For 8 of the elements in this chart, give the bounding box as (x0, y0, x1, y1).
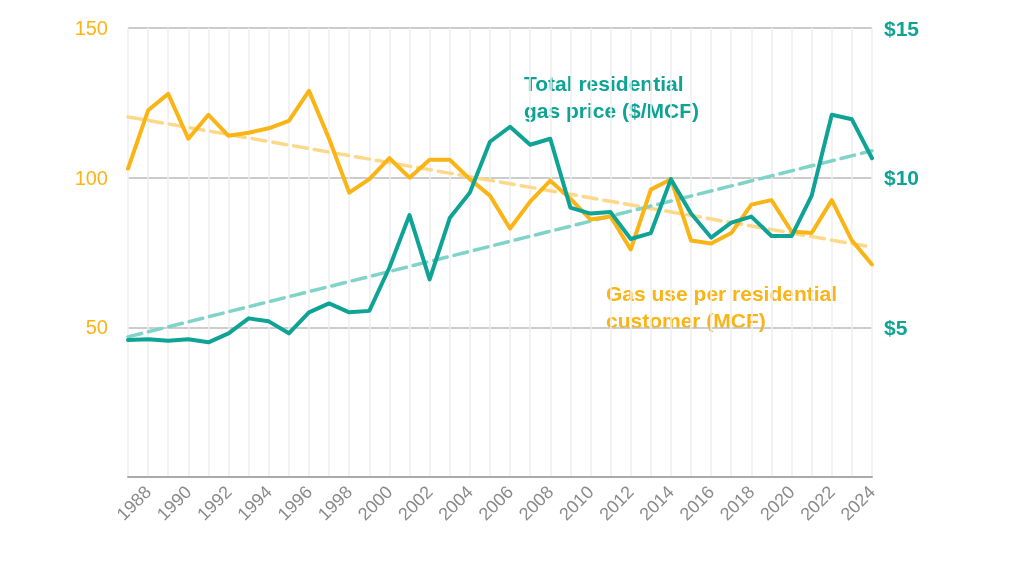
y-tick-label: 50 (85, 316, 108, 339)
series-label: Gas use per residential customer (MCF) (606, 282, 843, 332)
y2-tick-label: $15 (884, 16, 920, 40)
y2-tick-label: $10 (884, 166, 920, 190)
series-label: Total residential gas price ($/MCF) (524, 72, 700, 122)
y2-tick-label: $5 (884, 315, 908, 339)
y-tick-label: 100 (74, 166, 108, 189)
y-tick-label: 150 (74, 17, 108, 39)
